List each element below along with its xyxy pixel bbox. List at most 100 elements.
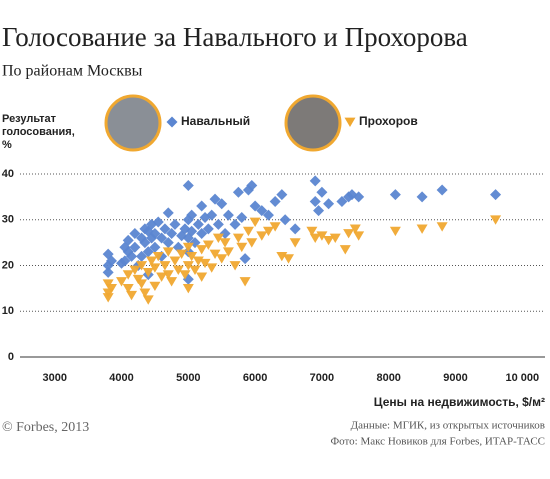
point xyxy=(222,209,234,221)
point xyxy=(122,270,134,280)
point xyxy=(192,218,204,230)
x-axis-label: Цены на недвижимость, $/м² xyxy=(374,395,545,409)
point xyxy=(142,246,154,258)
point xyxy=(239,253,251,265)
point xyxy=(262,226,274,237)
point xyxy=(279,214,291,226)
point xyxy=(236,242,248,253)
point xyxy=(256,231,268,241)
y-tick-label: 40 xyxy=(2,168,14,180)
point xyxy=(436,184,448,196)
x-tick-label: 9000 xyxy=(443,372,467,384)
point xyxy=(122,234,134,246)
point xyxy=(316,231,328,241)
point xyxy=(172,265,184,276)
point xyxy=(116,277,128,287)
y-tick-label: 20 xyxy=(2,259,14,271)
footer-source: Данные: МГИК, из открытых источников xyxy=(351,420,545,432)
point xyxy=(269,195,281,207)
point xyxy=(349,224,361,234)
point xyxy=(196,245,208,255)
point xyxy=(256,205,268,217)
point xyxy=(179,270,191,280)
point xyxy=(136,279,148,289)
point xyxy=(209,249,221,260)
point xyxy=(353,231,365,241)
x-tick-label: 7000 xyxy=(310,372,334,384)
chart-title: Голосование за Навального и Прохорова xyxy=(2,22,468,52)
point xyxy=(306,226,318,237)
point xyxy=(389,189,401,201)
legend-label: Прохоров xyxy=(359,114,418,128)
point xyxy=(142,295,154,305)
point xyxy=(166,227,178,239)
point xyxy=(212,233,224,243)
point xyxy=(309,195,321,207)
point xyxy=(206,263,218,273)
point xyxy=(239,277,251,287)
x-tick-label: 6000 xyxy=(243,372,267,384)
legend-label: Навальный xyxy=(181,114,250,128)
point xyxy=(436,222,448,232)
point xyxy=(182,242,194,253)
point xyxy=(152,251,164,262)
point xyxy=(229,218,241,230)
point xyxy=(129,265,141,276)
point xyxy=(249,200,261,212)
x-tick-label: 8000 xyxy=(376,372,400,384)
point xyxy=(353,191,365,203)
point xyxy=(136,261,148,271)
point xyxy=(196,272,208,282)
point xyxy=(136,250,148,262)
point xyxy=(329,233,341,243)
point xyxy=(162,247,174,257)
footer-source: Фото: Макс Новиков для Forbes, ИТАР-ТАСС xyxy=(330,436,545,448)
point xyxy=(196,200,208,212)
point xyxy=(189,265,201,276)
x-tick-label: 5000 xyxy=(176,372,200,384)
point xyxy=(416,191,428,203)
point xyxy=(236,211,248,223)
point xyxy=(309,175,321,187)
y-axis-label: Результат голосования, % xyxy=(2,113,75,151)
point xyxy=(229,261,241,271)
point xyxy=(416,224,428,234)
point xyxy=(139,288,151,298)
point xyxy=(289,223,301,235)
point xyxy=(156,232,168,244)
point xyxy=(139,237,151,249)
y-tick-label: 0 xyxy=(8,351,14,363)
point xyxy=(389,226,401,237)
chart-subtitle: По районам Москвы xyxy=(2,63,143,80)
photo xyxy=(104,94,162,152)
point xyxy=(219,238,231,248)
point xyxy=(149,227,161,239)
point xyxy=(216,254,228,264)
point xyxy=(159,261,171,271)
point xyxy=(146,256,158,266)
point xyxy=(162,270,174,280)
point xyxy=(156,272,168,282)
point xyxy=(102,266,114,278)
point xyxy=(323,198,335,210)
point xyxy=(309,233,321,243)
point xyxy=(242,226,254,237)
point xyxy=(262,209,274,221)
legend-marker xyxy=(344,117,356,127)
point xyxy=(289,238,301,248)
point xyxy=(106,283,118,294)
point xyxy=(202,240,214,250)
y-tick-label: 30 xyxy=(2,214,14,226)
point xyxy=(119,255,131,267)
point xyxy=(316,186,328,198)
point xyxy=(149,241,161,253)
point xyxy=(159,223,171,235)
x-tick-label: 4000 xyxy=(109,372,133,384)
photo xyxy=(284,94,342,152)
point xyxy=(182,283,194,294)
point xyxy=(186,209,198,221)
point xyxy=(162,237,174,249)
point xyxy=(216,198,228,210)
point xyxy=(212,218,224,230)
y-tick-label: 10 xyxy=(2,305,14,317)
